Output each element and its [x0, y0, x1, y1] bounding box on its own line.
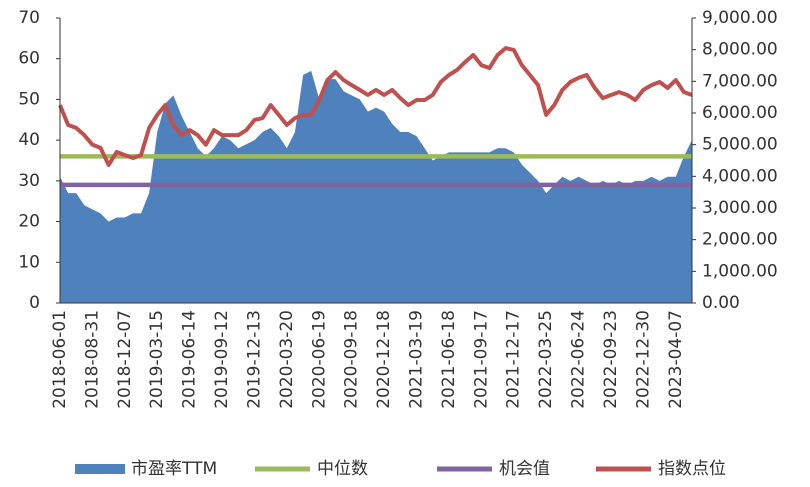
line — [58, 46, 693, 167]
legend-swatch — [75, 464, 125, 474]
y-tick-label: 60 — [18, 49, 40, 69]
y2-tick-label: 0.00 — [702, 293, 740, 313]
legend-label: 市盈率TTM — [131, 459, 217, 479]
x-tick-label: 2018-12-07 — [115, 310, 135, 409]
legend-label: 指数点位 — [658, 459, 726, 479]
y2-tick-label: 1,000.00 — [702, 261, 778, 281]
x-tick-label: 2020-09-18 — [342, 310, 362, 409]
x-tick-label: 2020-03-20 — [277, 310, 297, 409]
y-tick-label: 70 — [18, 8, 40, 28]
y2-tick-label: 6,000.00 — [702, 103, 778, 123]
x-tick-label: 2019-06-14 — [180, 310, 200, 409]
x-tick-label: 2018-06-01 — [50, 310, 70, 409]
x-tick-label: 2021-06-18 — [439, 310, 459, 409]
x-tick-label: 2019-09-12 — [212, 310, 232, 409]
x-tick-label: 2018-08-31 — [82, 310, 102, 409]
x-tick-label: 2020-06-19 — [309, 310, 329, 409]
x-tick-label: 2022-12-30 — [633, 310, 653, 409]
y2-tick-label: 9,000.00 — [702, 8, 778, 28]
legend-label: 中位数 — [317, 459, 368, 479]
x-tick-label: 2020-12-18 — [374, 310, 394, 409]
y-tick-label: 40 — [18, 130, 40, 150]
x-tick-label: 2022-06-24 — [569, 310, 589, 409]
y-tick-label: 10 — [18, 252, 40, 272]
y-tick-label: 20 — [18, 212, 40, 232]
y-tick-label: 50 — [18, 89, 40, 109]
x-tick-label: 2022-03-25 — [536, 310, 556, 409]
x-tick-label: 2019-12-13 — [244, 310, 264, 409]
y2-tick-label: 8,000.00 — [702, 40, 778, 60]
y2-tick-label: 7,000.00 — [702, 71, 778, 91]
x-tick-label: 2019-03-15 — [147, 310, 167, 409]
x-tick-label: 2021-12-17 — [504, 310, 524, 409]
legend-label: 机会值 — [499, 459, 550, 479]
y-tick-label: 30 — [18, 171, 40, 191]
x-tick-label: 2021-03-19 — [407, 310, 427, 409]
y2-tick-label: 4,000.00 — [702, 166, 778, 186]
y2-tick-label: 3,000.00 — [702, 198, 778, 218]
x-tick-label: 2023-04-07 — [666, 310, 686, 409]
y-tick-label: 0 — [29, 293, 40, 313]
x-tick-label: 2022-09-23 — [601, 310, 621, 409]
x-tick-label: 2021-09-17 — [471, 310, 491, 409]
y2-tick-label: 5,000.00 — [702, 135, 778, 155]
y2-tick-label: 2,000.00 — [702, 230, 778, 250]
